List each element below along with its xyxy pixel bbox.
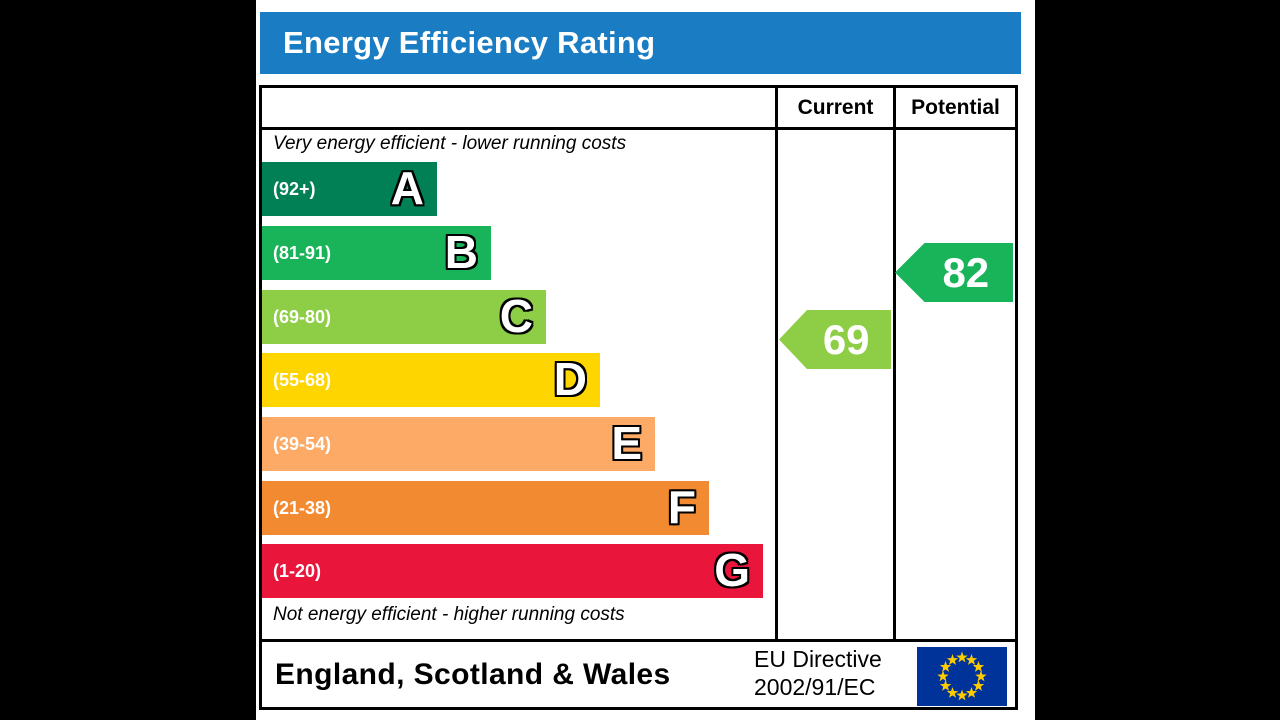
band-a-range-label: (92+) <box>273 178 316 199</box>
band-g-bar: (1-20) G <box>262 544 763 598</box>
band-e-bar: (39-54) E <box>262 417 655 471</box>
rating-table: Current Potential Very energy efficient … <box>259 85 1018 710</box>
divider-potential-column <box>893 88 896 642</box>
current-rating-arrow: 69 <box>779 310 891 369</box>
band-c-bar: (69-80) C <box>262 290 546 344</box>
potential-column-header: Potential <box>911 95 1000 119</box>
top-annotation: Very energy efficient - lower running co… <box>273 133 627 154</box>
eu-directive-line1: EU Directive <box>754 646 882 672</box>
band-g-range-label: (1-20) <box>273 560 322 581</box>
page-title: Energy Efficiency Rating <box>283 25 656 60</box>
band-e-range-label: (39-54) <box>273 433 332 454</box>
bottom-annotation: Not energy efficient - higher running co… <box>273 604 625 625</box>
divider-current-column <box>775 88 778 642</box>
band-f-range-label: (21-38) <box>273 497 332 518</box>
band-f-letter: F <box>667 481 696 534</box>
title-banner: Energy Efficiency Rating <box>260 12 1021 74</box>
band-a-bar: (92+) A <box>262 162 437 216</box>
band-b-letter: B <box>444 226 478 279</box>
eu-directive-label: EU Directive 2002/91/EC <box>754 645 882 701</box>
band-e-letter: E <box>611 417 642 470</box>
band-c-range-label: (69-80) <box>273 306 332 327</box>
band-b-bar: (81-91) B <box>262 226 491 280</box>
current-rating-value: 69 <box>822 315 870 363</box>
eu-directive-line2: 2002/91/EC <box>754 674 876 700</box>
band-d-letter: D <box>553 353 587 406</box>
band-c-letter: C <box>499 290 533 343</box>
band-d-range-label: (55-68) <box>273 369 332 390</box>
current-column-header: Current <box>797 95 874 119</box>
potential-rating-value: 82 <box>942 248 990 296</box>
potential-rating-arrow: 82 <box>895 243 1013 302</box>
band-d-bar: (55-68) D <box>262 353 600 407</box>
eu-flag-icon <box>917 647 1007 706</box>
divider-header-row <box>262 127 1015 130</box>
band-f-bar: (21-38) F <box>262 481 709 535</box>
region-label: England, Scotland & Wales <box>275 657 671 691</box>
epc-chart-canvas: Energy Efficiency Rating Current Potenti… <box>256 0 1035 720</box>
band-b-range-label: (81-91) <box>273 242 332 263</box>
band-g-letter: G <box>714 544 750 597</box>
band-a-letter: A <box>390 162 424 215</box>
divider-footer-row <box>262 639 1015 642</box>
